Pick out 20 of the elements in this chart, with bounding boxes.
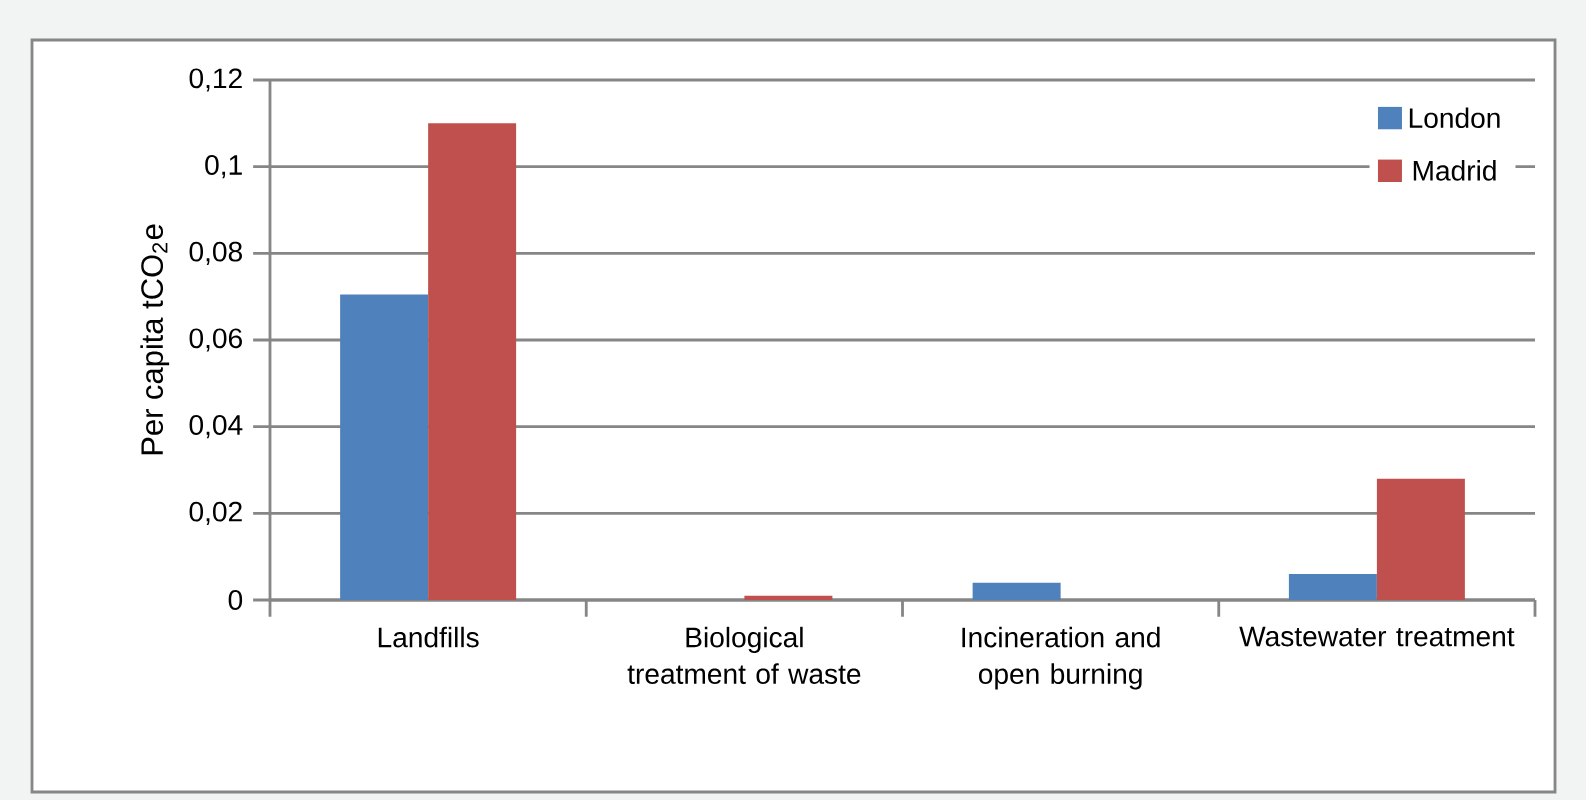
bar (428, 123, 517, 600)
bar (1288, 573, 1377, 600)
y-tick-label: 0,04 (189, 415, 243, 439)
bar (1376, 478, 1465, 600)
bar (744, 595, 833, 600)
bar (972, 582, 1061, 600)
y-tick-label: 0,12 (189, 68, 242, 92)
x-tick-label: Wastewater treatment (1239, 626, 1515, 647)
y-tick-label: 0,1 (205, 155, 242, 179)
bar (340, 294, 429, 600)
legend-label: London (1409, 107, 1500, 129)
y-tick-label: 0,06 (189, 328, 242, 352)
y-axis-title: Per capita tCO$_{2}$e (140, 224, 170, 455)
y-tick-label: 0,08 (189, 241, 242, 265)
x-tick-label: Incineration and open burning (962, 626, 1160, 690)
y-tick-label: 0,02 (189, 501, 242, 525)
legend-label: Madrid (1413, 160, 1496, 181)
x-tick-label: Biological treatment of waste (627, 626, 861, 684)
x-tick-label: Landfills (378, 626, 479, 648)
y-tick-label: 0 (228, 590, 243, 610)
